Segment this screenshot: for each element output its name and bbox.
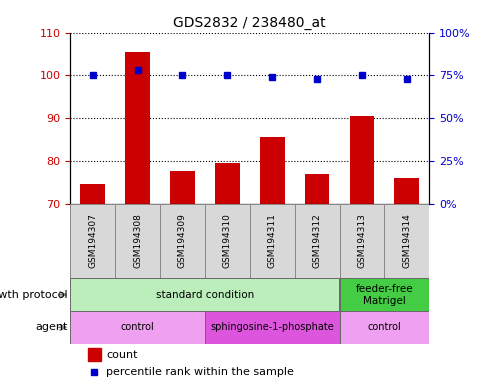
Bar [349,116,374,204]
Text: control: control [121,322,154,333]
Text: control: control [367,322,400,333]
Bar [304,174,329,204]
Bar [339,204,384,278]
Text: GSM194313: GSM194313 [357,214,366,268]
Text: standard condition: standard condition [155,290,254,300]
Text: sphingosine-1-phosphate: sphingosine-1-phosphate [210,322,333,333]
Text: GSM194309: GSM194309 [178,214,187,268]
Bar [393,178,418,204]
Bar [80,184,105,204]
Text: GSM194314: GSM194314 [401,214,410,268]
Bar [214,163,239,204]
Bar [170,172,195,204]
Bar [204,204,249,278]
Text: GSM194312: GSM194312 [312,214,321,268]
Text: growth protocol: growth protocol [0,290,68,300]
Text: percentile rank within the sample: percentile rank within the sample [106,367,293,377]
Bar [70,204,115,278]
Title: GDS2832 / 238480_at: GDS2832 / 238480_at [173,16,325,30]
Bar [204,311,339,344]
Bar [383,204,428,278]
Bar [115,204,160,278]
Bar [294,204,339,278]
Text: feeder-free
Matrigel: feeder-free Matrigel [355,284,412,306]
Text: GSM194310: GSM194310 [222,214,231,268]
Bar [70,278,339,311]
Bar [259,137,284,204]
Bar [70,311,204,344]
Text: agent: agent [35,322,68,333]
Bar [160,204,204,278]
Bar [339,278,428,311]
Bar [125,52,150,204]
Bar [88,348,101,361]
Text: count: count [106,349,137,360]
Bar [249,204,294,278]
Text: GSM194307: GSM194307 [88,214,97,268]
Bar [339,311,428,344]
Text: GSM194308: GSM194308 [133,214,142,268]
Text: GSM194311: GSM194311 [267,214,276,268]
